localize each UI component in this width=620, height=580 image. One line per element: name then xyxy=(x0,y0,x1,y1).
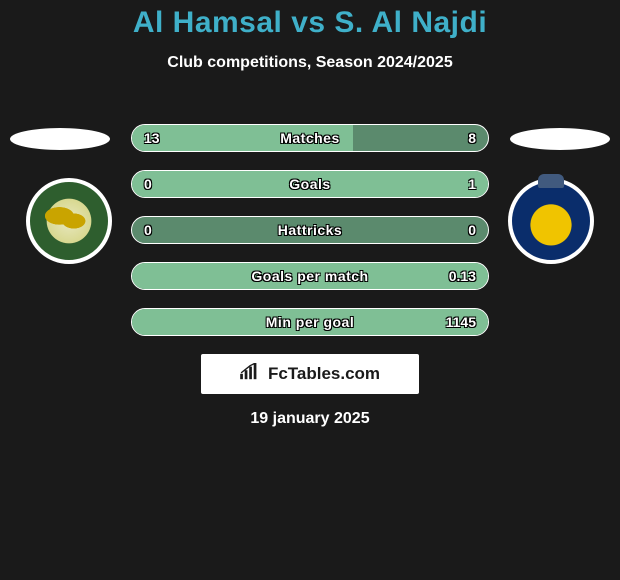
stat-value-right: 0.13 xyxy=(449,268,476,284)
subtitle: Club competitions, Season 2024/2025 xyxy=(0,54,620,72)
stat-label: Hattricks xyxy=(278,222,342,238)
stat-label: Matches xyxy=(280,130,340,146)
stat-row: Goals per match 0.13 xyxy=(131,262,489,290)
player-photo-placeholder-left xyxy=(10,128,110,150)
stat-value-right: 1145 xyxy=(446,314,476,330)
brand-badge: FcTables.com xyxy=(201,354,419,394)
player-photo-placeholder-right xyxy=(510,128,610,150)
stat-row: 0 Goals 1 xyxy=(131,170,489,198)
stat-value-right: 0 xyxy=(468,222,476,238)
page-title: Al Hamsal vs S. Al Najdi xyxy=(0,6,620,40)
club-crest-right xyxy=(508,178,594,264)
stat-rows: 13 Matches 8 0 Goals 1 0 Hattricks 0 Goa… xyxy=(131,124,489,354)
stat-label: Goals xyxy=(289,176,330,192)
bar-chart-icon xyxy=(240,363,262,386)
stat-label: Min per goal xyxy=(266,314,354,330)
stat-row: 13 Matches 8 xyxy=(131,124,489,152)
snapshot-date: 19 january 2025 xyxy=(0,410,620,428)
stat-value-right: 8 xyxy=(468,130,476,146)
stat-value-left: 13 xyxy=(144,130,160,146)
stat-value-left: 0 xyxy=(144,222,152,238)
stat-label: Goals per match xyxy=(251,268,368,284)
stat-value-left: 0 xyxy=(144,176,152,192)
stat-value-right: 1 xyxy=(468,176,476,192)
stat-row: Min per goal 1145 xyxy=(131,308,489,336)
comparison-card: Al Hamsal vs S. Al Najdi Club competitio… xyxy=(0,0,620,580)
stat-row: 0 Hattricks 0 xyxy=(131,216,489,244)
club-crest-left xyxy=(26,178,112,264)
brand-text: FcTables.com xyxy=(268,364,380,384)
